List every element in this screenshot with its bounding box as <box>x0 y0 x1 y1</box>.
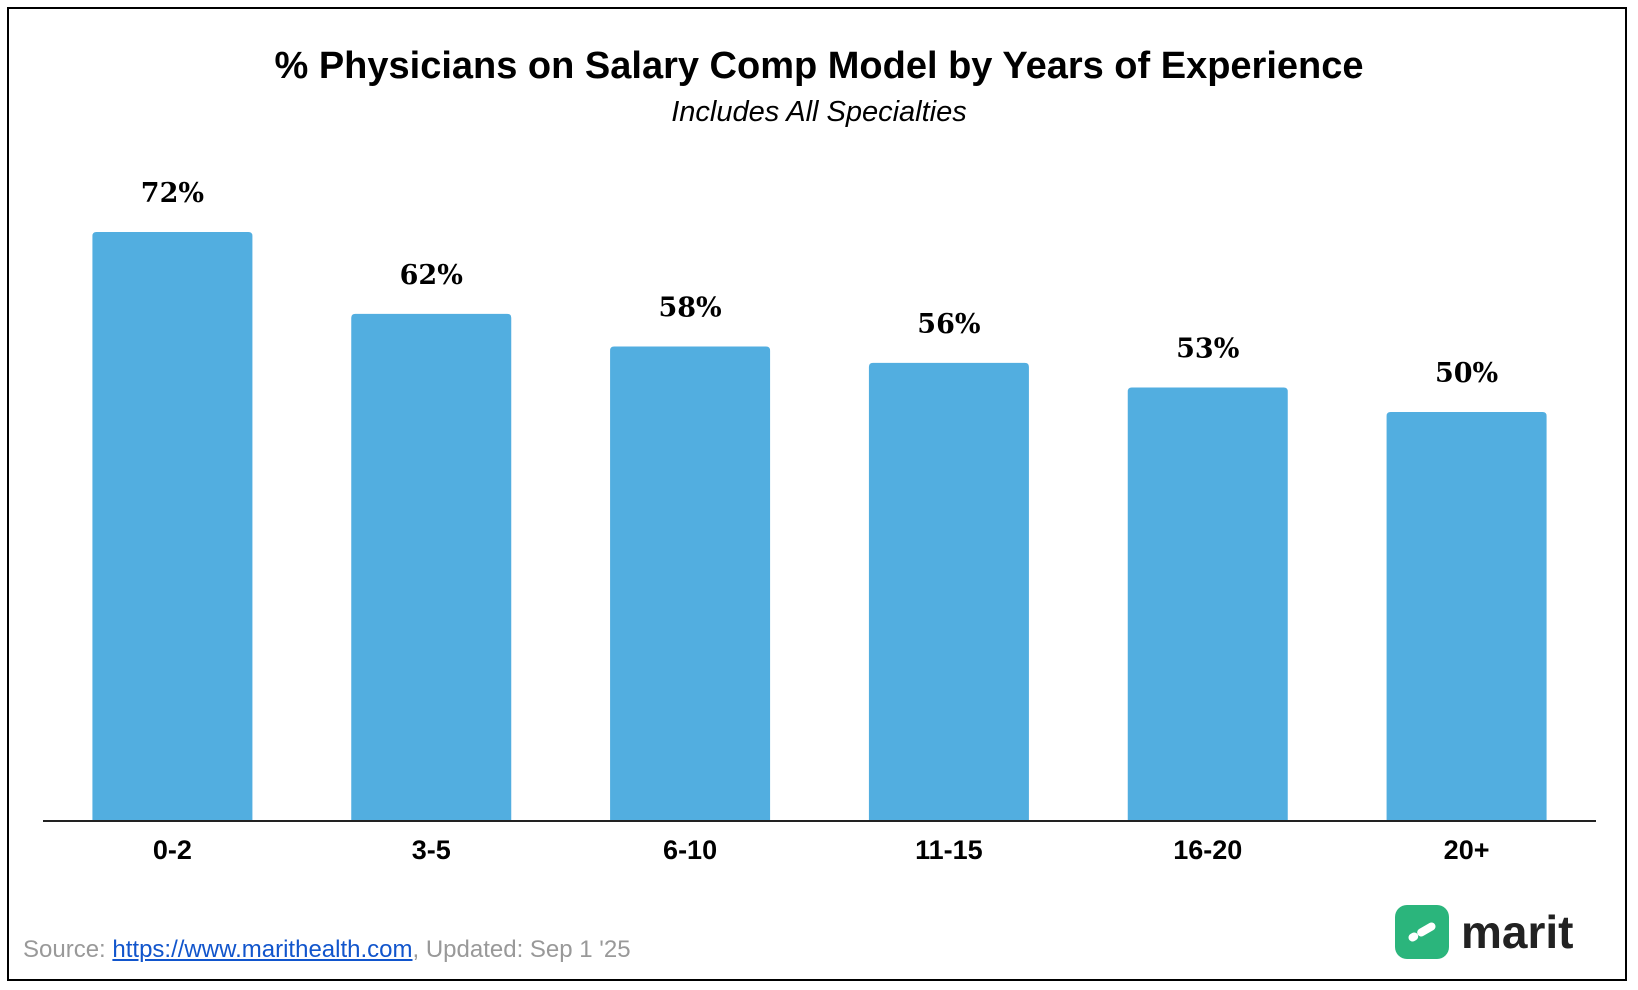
x-tick-label-0-2: 0-2 <box>153 835 192 865</box>
chart-frame: % Physicians on Salary Comp Model by Yea… <box>7 7 1627 981</box>
data-label-11-15: 56% <box>917 309 980 340</box>
data-label-6-10: 58% <box>658 293 721 324</box>
brand-name: marit <box>1461 906 1574 958</box>
bar-16-20 <box>1127 387 1288 821</box>
bar-0-2 <box>92 232 253 822</box>
source-link[interactable]: https://www.marithealth.com <box>112 936 413 963</box>
data-label-20+: 50% <box>1435 358 1498 389</box>
bar-3-5 <box>351 313 512 821</box>
chart-title: % Physicians on Salary Comp Model by Yea… <box>274 45 1364 87</box>
updated-date: , Updated: Sep 1 '25 <box>412 936 631 963</box>
bar-6-10 <box>610 346 771 821</box>
bar-11-15 <box>868 362 1029 821</box>
data-label-16-20: 53% <box>1176 333 1239 364</box>
x-tick-label-11-15: 11-15 <box>915 835 983 865</box>
marit-logo-icon <box>1395 905 1449 959</box>
x-tick-label-3-5: 3-5 <box>412 835 451 865</box>
data-label-3-5: 62% <box>400 260 463 291</box>
x-tick-label-16-20: 16-20 <box>1173 835 1242 865</box>
brand-logo: marit <box>1395 905 1573 959</box>
x-tick-label-20+: 20+ <box>1444 835 1490 865</box>
source-prefix: Source: <box>23 936 113 963</box>
source-note: Source: https://www.marithealth.com, Upd… <box>23 936 631 964</box>
x-tick-label-6-10: 6-10 <box>663 835 717 865</box>
data-label-0-2: 72% <box>141 178 204 209</box>
bar-20+ <box>1386 412 1547 821</box>
chart-subtitle: Includes All Specialties <box>671 96 967 128</box>
